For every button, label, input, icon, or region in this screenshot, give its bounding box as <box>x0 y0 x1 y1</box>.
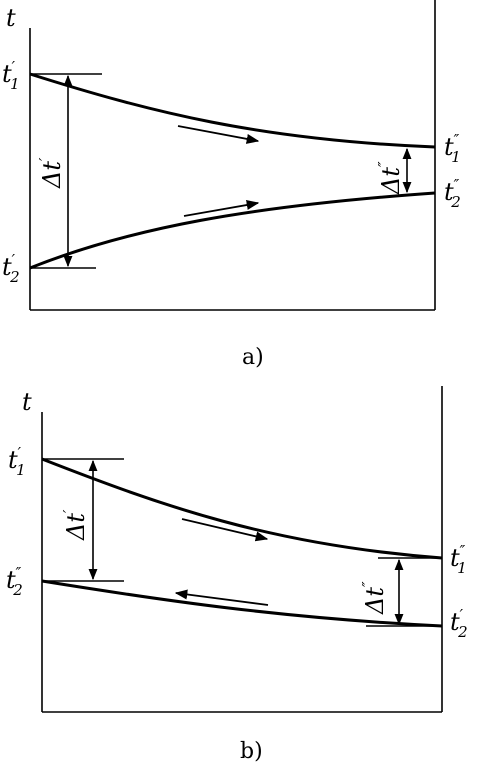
diagram-b-cold-inlet-label: t′ 2 <box>450 606 468 641</box>
diagram-a-cold-outlet-label: t″ 2 <box>444 176 461 211</box>
diagram-b-delta-t-out-label: Δt″ <box>359 581 389 615</box>
diagram-a-hot-inlet-label: t′ 1 <box>2 58 20 93</box>
diagram-a-cold-flow-arrow <box>183 199 260 217</box>
diagram-a-caption: a) <box>242 345 264 370</box>
diagram-a-parallel-flow: t t′ 1 t′ 2 t″ 1 t″ 2 Δt′ Δt″ <box>2 0 461 370</box>
diagram-b-axis-label: t <box>22 388 32 416</box>
diagram-b-hot-flow-arrow <box>181 518 269 542</box>
diagram-a-cold-inlet-label: t′ 2 <box>2 251 20 286</box>
diagram-b-hot-fluid-curve <box>41 457 443 560</box>
diagram-a-hot-outlet-label: t″ 1 <box>444 131 461 166</box>
diagram-a-delta-t-out-label: Δt″ <box>375 161 405 195</box>
diagram-b-hot-outlet-label: t″ 1 <box>450 542 467 577</box>
diagram-b-cold-outlet-label: t″ 2 <box>6 564 23 599</box>
diagram-a-delta-t-in-label: Δt′ <box>36 157 66 189</box>
diagram-a-axis-label: t <box>6 4 16 32</box>
diagram-b-counter-flow: t t′ 1 t″ 2 t″ 1 t′ 2 Δt′ <box>6 386 468 764</box>
diagram-a-hot-flow-arrow <box>177 125 260 144</box>
diagram-b-caption: b) <box>240 739 263 764</box>
diagram-b-hot-inlet-label: t′ 1 <box>8 444 26 479</box>
diagram-a-cold-fluid-curve <box>29 191 436 270</box>
diagram-b-cold-flow-arrow <box>174 589 269 606</box>
diagram-b-delta-t-in-label: Δt′ <box>60 509 90 541</box>
diagram-a-hot-fluid-curve <box>29 72 436 149</box>
diagram-b-cold-fluid-curve <box>41 579 443 628</box>
